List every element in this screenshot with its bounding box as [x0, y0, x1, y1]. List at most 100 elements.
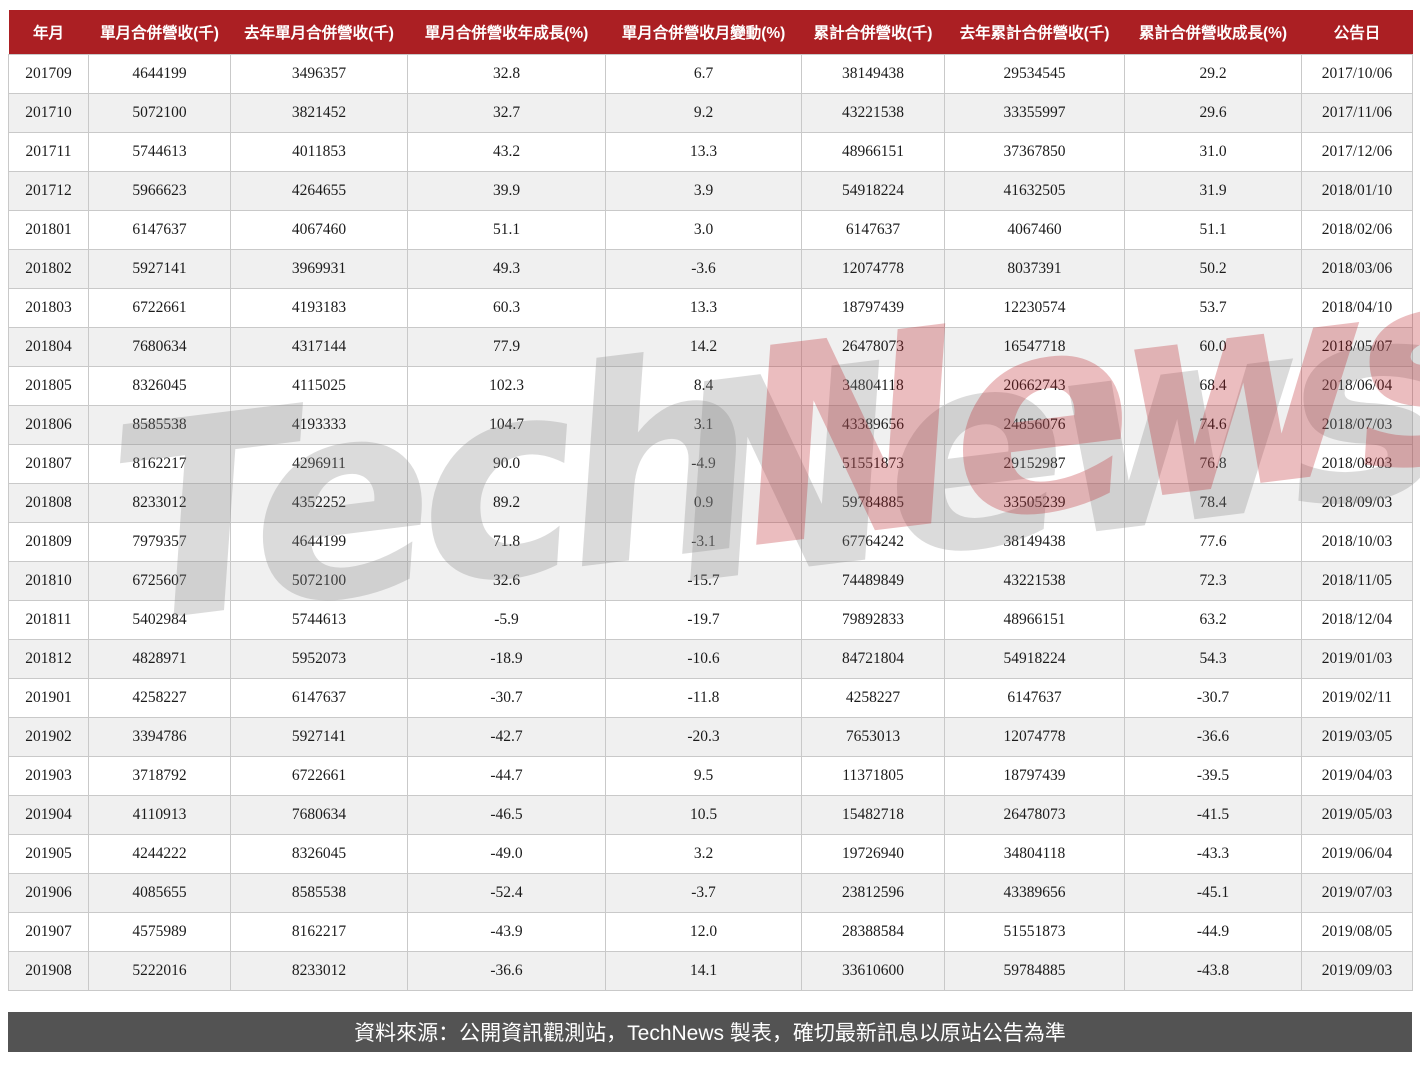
table-cell: 6722661 — [88, 288, 231, 328]
column-header: 單月合併營收(千) — [88, 10, 231, 55]
table-row: 201808 8233012 4352252 89.2 0.9 59784885 33505… — [8, 483, 1413, 523]
table-cell: 18797439 — [801, 288, 945, 328]
table-cell: 43389656 — [801, 405, 945, 445]
table-body: 201709 4644199 3496357 32.8 6.7 38149438 29534… — [8, 54, 1413, 991]
table-cell: 37367850 — [944, 132, 1125, 172]
table-cell: 4193333 — [230, 405, 408, 445]
table-cell: 12.0 — [605, 912, 802, 952]
table-cell: 51.1 — [407, 210, 606, 250]
table-cell: 31.9 — [1124, 171, 1302, 211]
table-cell: 6147637 — [230, 678, 408, 718]
table-cell: -41.5 — [1124, 795, 1302, 835]
table-cell: 13.3 — [605, 132, 802, 172]
table-cell: -3.7 — [605, 873, 802, 913]
table-cell: 2019/09/03 — [1301, 951, 1413, 991]
table-cell: -49.0 — [407, 834, 606, 874]
table-cell: 2017/10/06 — [1301, 54, 1413, 94]
table-cell: 31.0 — [1124, 132, 1302, 172]
column-header: 累計合併營收(千) — [801, 10, 945, 55]
table-cell: 4828971 — [88, 639, 231, 679]
table-cell: 9.5 — [605, 756, 802, 796]
table-cell: 18797439 — [944, 756, 1125, 796]
table-cell: 8585538 — [230, 873, 408, 913]
table-cell: 2019/06/04 — [1301, 834, 1413, 874]
table-cell: 15482718 — [801, 795, 945, 835]
table-cell: 20662743 — [944, 366, 1125, 406]
source-footer: 資料來源：公開資訊觀測站，TechNews 製表，確切最新訊息以原站公告為準 — [8, 1012, 1412, 1052]
table-cell: 201802 — [8, 249, 89, 289]
column-header: 累計合併營收成長(%) — [1124, 10, 1302, 55]
table-cell: 79892833 — [801, 600, 945, 640]
table-cell: 33355997 — [944, 93, 1125, 133]
table-cell: 51.1 — [1124, 210, 1302, 250]
table-cell: 201710 — [8, 93, 89, 133]
table-cell: 5744613 — [88, 132, 231, 172]
table-cell: 6147637 — [944, 678, 1125, 718]
table-cell: -30.7 — [1124, 678, 1302, 718]
table-cell: -52.4 — [407, 873, 606, 913]
table-cell: 5402984 — [88, 600, 231, 640]
table-cell: 53.7 — [1124, 288, 1302, 328]
table-cell: 34804118 — [944, 834, 1125, 874]
table-cell: 23812596 — [801, 873, 945, 913]
table-cell: 4258227 — [88, 678, 231, 718]
table-cell: 49.3 — [407, 249, 606, 289]
table-cell: 48966151 — [801, 132, 945, 172]
table-cell: 5072100 — [230, 561, 408, 601]
table-cell: 12074778 — [944, 717, 1125, 757]
table-cell: 43221538 — [801, 93, 945, 133]
table-cell: 102.3 — [407, 366, 606, 406]
revenue-table-container: 年月 單月合併營收(千) 去年單月合併營收(千) 單月合併營收年成長(%) 單月合併營收… — [8, 10, 1413, 991]
table-cell: 4296911 — [230, 444, 408, 484]
table-cell: 2017/11/06 — [1301, 93, 1413, 133]
table-row: 201711 5744613 4011853 43.2 13.3 48966151 3736… — [8, 132, 1413, 172]
table-cell: 29.6 — [1124, 93, 1302, 133]
table-cell: 39.9 — [407, 171, 606, 211]
table-cell: 4352252 — [230, 483, 408, 523]
table-cell: 8162217 — [230, 912, 408, 952]
table-cell: 2018/10/03 — [1301, 522, 1413, 562]
table-cell: 2018/05/07 — [1301, 327, 1413, 367]
table-cell: 0.9 — [605, 483, 802, 523]
table-cell: 60.0 — [1124, 327, 1302, 367]
table-cell: 3496357 — [230, 54, 408, 94]
table-cell: 3718792 — [88, 756, 231, 796]
table-cell: 5952073 — [230, 639, 408, 679]
table-header: 年月 單月合併營收(千) 去年單月合併營收(千) 單月合併營收年成長(%) 單月合併營收… — [8, 10, 1413, 55]
table-cell: 201807 — [8, 444, 89, 484]
table-cell: 201801 — [8, 210, 89, 250]
table-cell: 26478073 — [801, 327, 945, 367]
table-cell: 4067460 — [944, 210, 1125, 250]
table-cell: 16547718 — [944, 327, 1125, 367]
table-cell: 201906 — [8, 873, 89, 913]
table-cell: 38149438 — [801, 54, 945, 94]
table-cell: -44.9 — [1124, 912, 1302, 952]
table-row: 201907 4575989 8162217 -43.9 12.0 28388584 515… — [8, 912, 1413, 952]
table-cell: 2018/07/03 — [1301, 405, 1413, 445]
table-cell: -20.3 — [605, 717, 802, 757]
table-cell: 5072100 — [88, 93, 231, 133]
table-cell: 2018/04/10 — [1301, 288, 1413, 328]
table-cell: -45.1 — [1124, 873, 1302, 913]
table-cell: 4193183 — [230, 288, 408, 328]
table-cell: 4244222 — [88, 834, 231, 874]
table-row: 201807 8162217 4296911 90.0 -4.9 51551873 2915… — [8, 444, 1413, 484]
table-cell: -18.9 — [407, 639, 606, 679]
table-row: 201901 4258227 6147637 -30.7 -11.8 4258227 614… — [8, 678, 1413, 718]
table-row: 201904 4110913 7680634 -46.5 10.5 15482718 264… — [8, 795, 1413, 835]
table-cell: -30.7 — [407, 678, 606, 718]
table-cell: 2019/08/05 — [1301, 912, 1413, 952]
table-cell: 43221538 — [944, 561, 1125, 601]
table-cell: 71.8 — [407, 522, 606, 562]
table-cell: 51551873 — [944, 912, 1125, 952]
table-cell: -43.3 — [1124, 834, 1302, 874]
table-cell: 4644199 — [88, 54, 231, 94]
table-cell: 4575989 — [88, 912, 231, 952]
table-cell: 8326045 — [230, 834, 408, 874]
table-cell: 201808 — [8, 483, 89, 523]
table-cell: 5966623 — [88, 171, 231, 211]
table-cell: 74.6 — [1124, 405, 1302, 445]
table-cell: 54918224 — [944, 639, 1125, 679]
table-cell: 29.2 — [1124, 54, 1302, 94]
table-cell: 51551873 — [801, 444, 945, 484]
